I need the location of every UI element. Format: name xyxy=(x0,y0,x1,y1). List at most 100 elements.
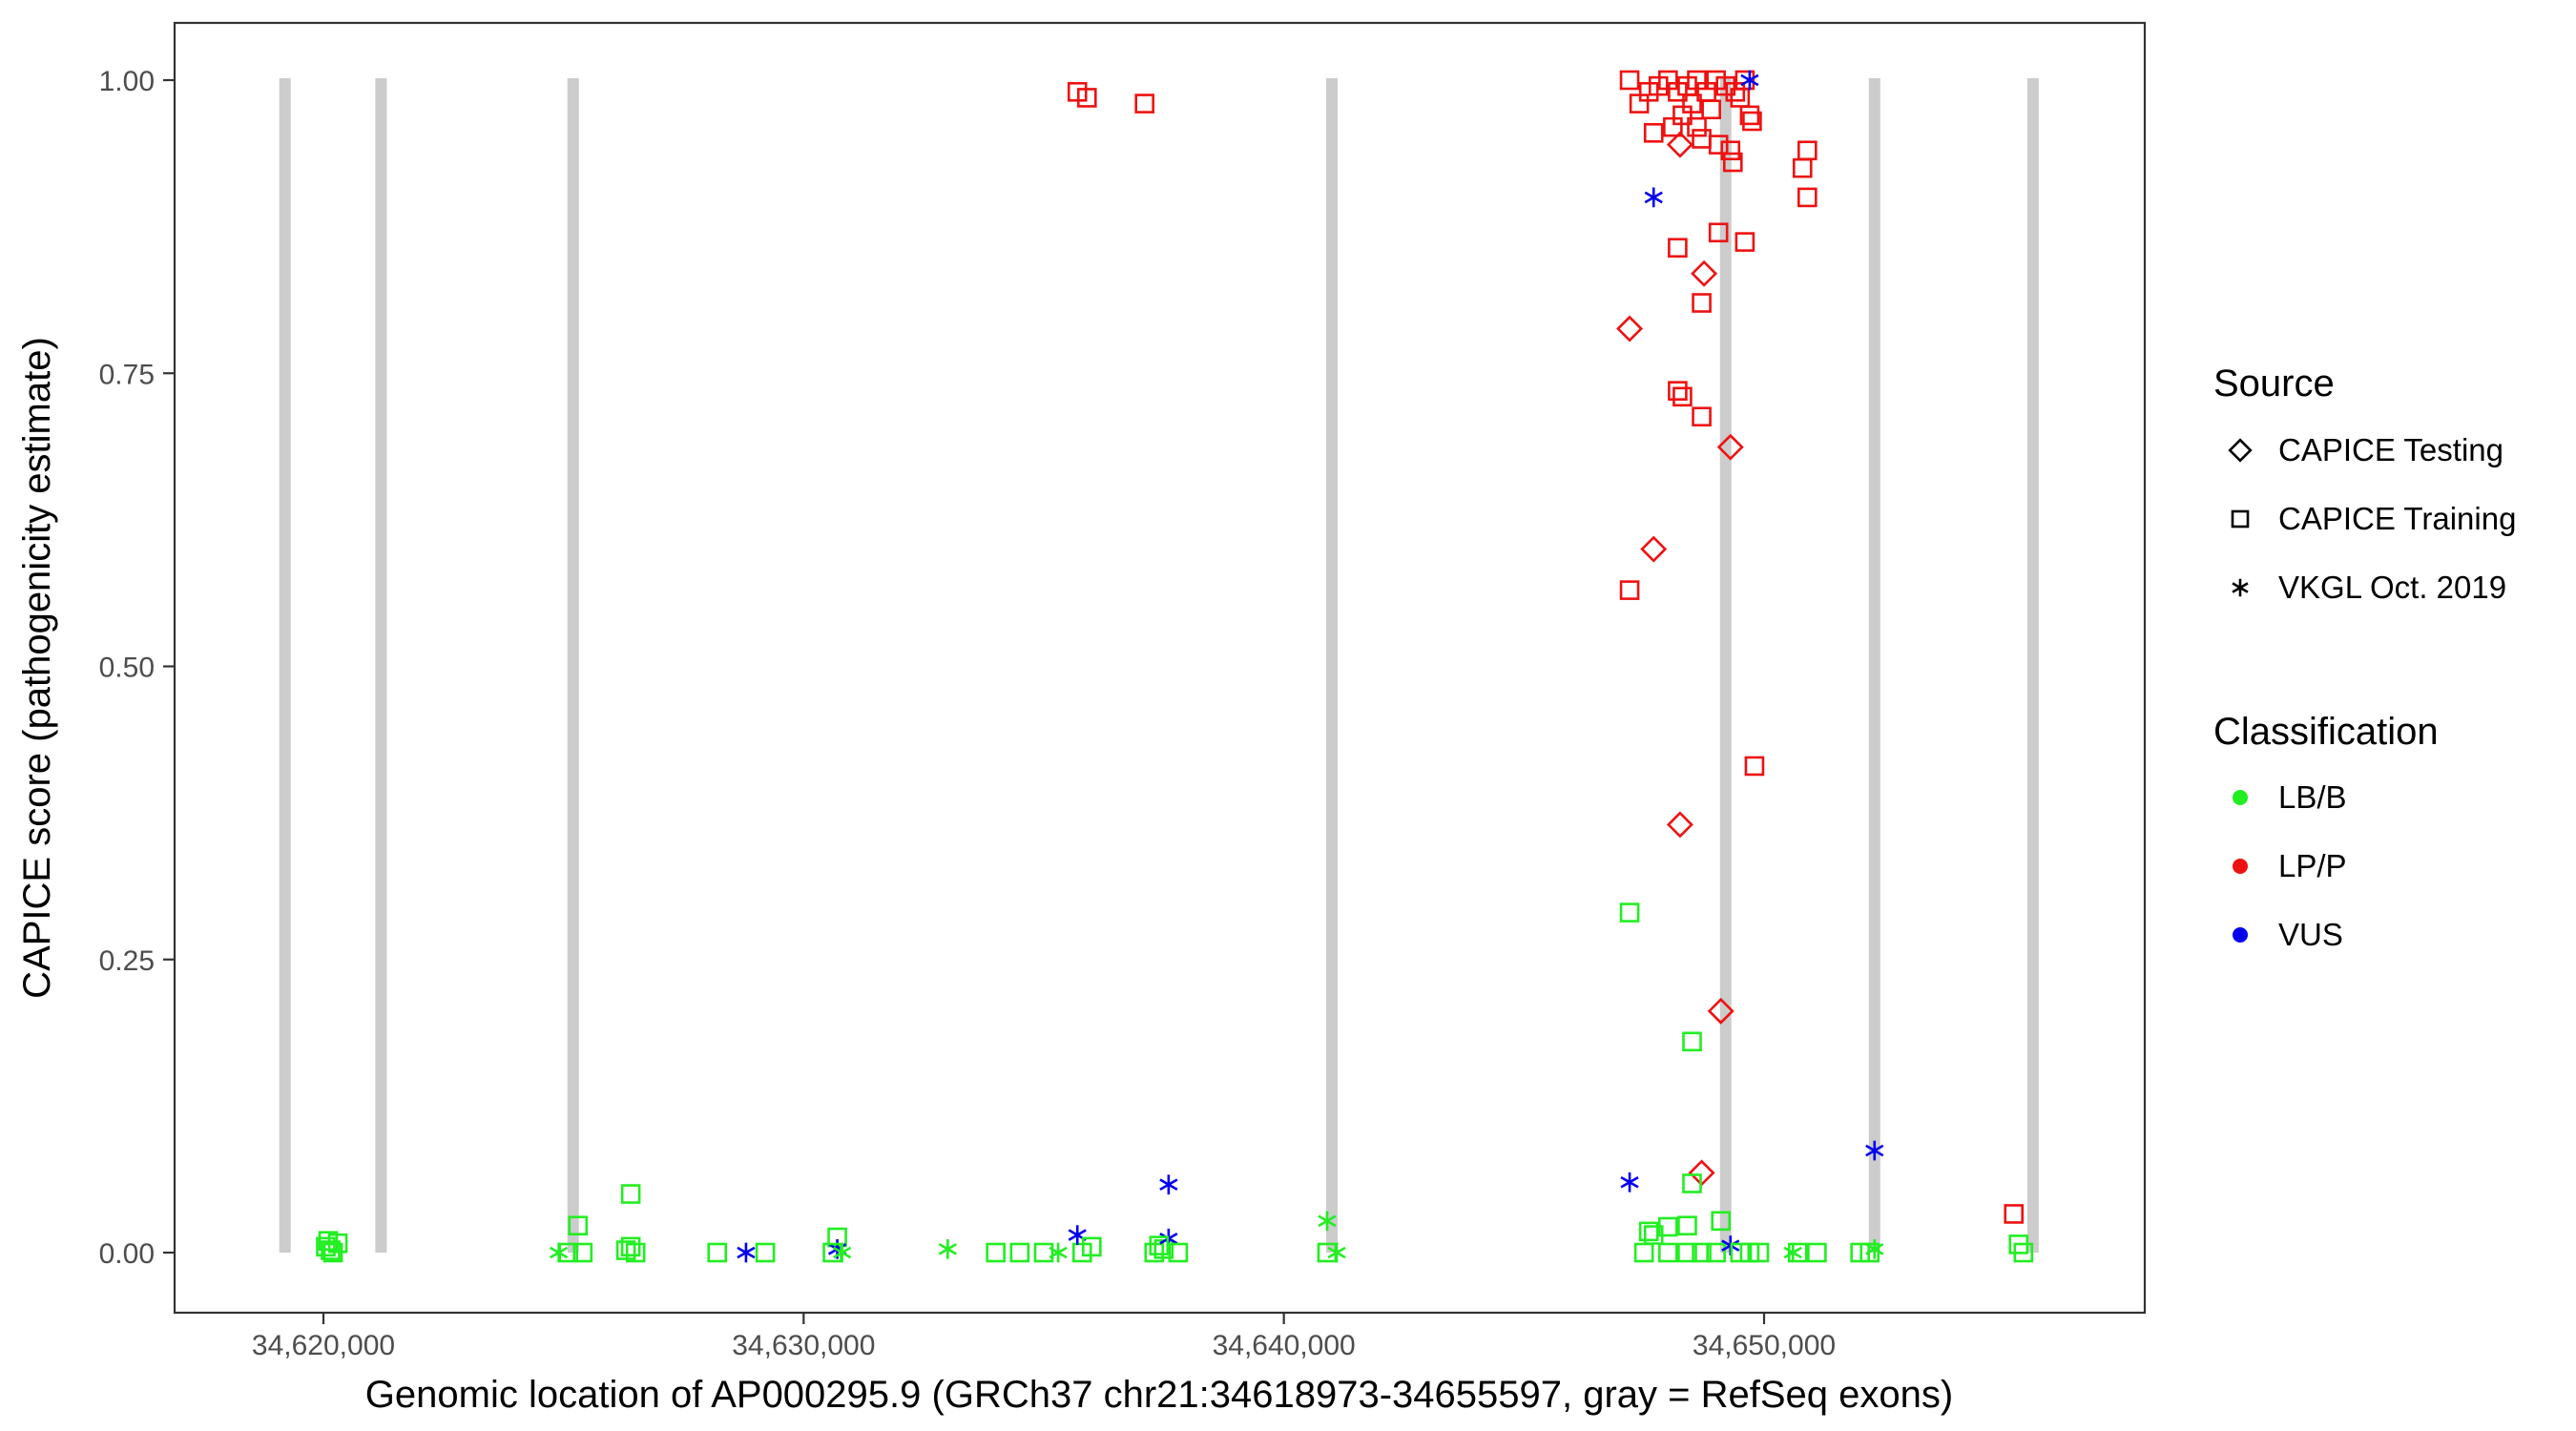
data-point-square xyxy=(1682,1031,1702,1052)
y-tick-label: 0.25 xyxy=(99,945,155,977)
data-point-square xyxy=(615,1240,636,1260)
legend-classification: Classification LB/B LP/P VUS xyxy=(2213,711,2439,952)
x-tick-label: 34,650,000 xyxy=(1693,1330,1836,1361)
x-tick-label: 34,640,000 xyxy=(1213,1330,1356,1361)
data-point-diamond xyxy=(1707,997,1735,1025)
data-point-square xyxy=(1633,1242,1654,1263)
data-point-square xyxy=(1009,1242,1030,1263)
plot-panel-background xyxy=(175,23,2145,1313)
data-point-square xyxy=(1708,135,1729,155)
data-point-square xyxy=(1668,238,1688,259)
y-tick-label: 1.00 xyxy=(99,66,155,97)
data-point-square xyxy=(1692,1242,1712,1263)
x-axis: 34,620,000 34,630,000 34,640,000 34,650,000 xyxy=(252,1313,1836,1361)
legend-source-label: CAPICE Training xyxy=(2278,501,2516,536)
data-point-square xyxy=(1672,105,1693,126)
data-point-diamond xyxy=(1666,131,1693,158)
y-tick-label: 0.75 xyxy=(99,359,155,390)
data-point-square xyxy=(1687,116,1707,137)
data-point-square xyxy=(1672,386,1693,407)
data-point-square xyxy=(1744,756,1765,777)
data-point-asterisk xyxy=(1159,1174,1178,1195)
legend-classification-title: Classification xyxy=(2213,711,2439,753)
exon-bar xyxy=(1868,78,1880,1253)
data-point-square xyxy=(1677,1242,1697,1263)
data-point-asterisk xyxy=(1783,1242,1802,1263)
data-point-square xyxy=(1682,1173,1702,1193)
data-point-square xyxy=(1720,140,1741,161)
data-point-square xyxy=(1077,88,1097,108)
legend-key-dot-icon xyxy=(2233,927,2248,943)
y-tick-label: 0.00 xyxy=(99,1238,155,1270)
data-point-square xyxy=(707,1242,728,1263)
data-point-square xyxy=(1749,1242,1770,1263)
x-tick-label: 34,630,000 xyxy=(732,1330,875,1361)
data-point-square xyxy=(1722,152,1743,173)
data-point-asterisk xyxy=(1620,1172,1639,1192)
exon-bar xyxy=(2026,78,2039,1253)
legend-classification-label: VUS xyxy=(2278,917,2343,952)
data-point-square xyxy=(1668,381,1688,401)
data-point-square xyxy=(1739,105,1760,126)
data-point-square xyxy=(2013,1242,2034,1263)
data-point-square xyxy=(1706,1242,1726,1263)
legend-source-label: VKGL Oct. 2019 xyxy=(2278,570,2506,605)
data-point-square xyxy=(1658,1242,1678,1263)
data-point-asterisk xyxy=(737,1242,756,1263)
exon-bar xyxy=(279,78,291,1253)
data-point-square xyxy=(316,1236,336,1257)
data-point-square xyxy=(822,1242,842,1263)
legend-key-dot-icon xyxy=(2233,859,2248,874)
data-point-diamond xyxy=(1616,315,1644,342)
data-point-asterisk xyxy=(1740,70,1759,91)
data-point-square xyxy=(1692,406,1712,427)
data-point-square xyxy=(1619,902,1640,923)
data-point-square xyxy=(1168,1242,1189,1263)
y-axis-title: CAPICE score (pathogenicity estimate) xyxy=(16,337,58,999)
data-point-square xyxy=(1033,1242,1054,1263)
data-point-square xyxy=(1677,1215,1697,1236)
data-point-square xyxy=(620,1236,641,1257)
data-point-square xyxy=(755,1242,776,1263)
exon-bars xyxy=(279,78,2039,1253)
data-point-square xyxy=(1787,1242,1808,1263)
data-point-asterisk xyxy=(1318,1211,1337,1232)
data-point-square xyxy=(1742,111,1762,132)
legend-source-label: CAPICE Testing xyxy=(2278,432,2503,467)
data-point-asterisk xyxy=(1049,1242,1068,1263)
data-point-square xyxy=(1807,1242,1827,1263)
data-point-square xyxy=(986,1242,1006,1263)
data-point-square xyxy=(1638,1221,1659,1242)
data-point-asterisk xyxy=(1644,187,1663,208)
data-point-square xyxy=(1797,187,1818,208)
data-point-square xyxy=(1619,580,1640,600)
legend-source-title: Source xyxy=(2213,363,2335,404)
data-point-square xyxy=(1149,1235,1170,1255)
data-point-square xyxy=(1792,157,1813,178)
data-point-asterisk xyxy=(938,1238,957,1259)
data-point-asterisk xyxy=(1865,1238,1884,1259)
legend-classification-label: LB/B xyxy=(2278,779,2347,815)
data-point-square xyxy=(1134,93,1154,114)
data-point-square xyxy=(1082,1236,1102,1257)
data-point-asterisk xyxy=(1865,1140,1884,1161)
data-point-diamond xyxy=(1691,259,1718,287)
y-axis: 0.00 0.25 0.50 0.75 1.00 xyxy=(99,66,175,1270)
data-point-square xyxy=(1701,99,1721,120)
data-point-square xyxy=(1735,232,1755,252)
exon-bar xyxy=(567,78,579,1253)
data-point-square xyxy=(558,1242,579,1263)
data-point-diamond xyxy=(1716,433,1744,461)
data-point-square xyxy=(1643,123,1664,143)
data-point-square xyxy=(1708,222,1729,243)
y-tick-label: 0.50 xyxy=(99,653,155,684)
data-point-square xyxy=(1619,70,1640,91)
legend-source: Source CAPICE Testing CAPICE Training VKGL… xyxy=(2213,363,2516,605)
data-point-diamond xyxy=(1640,535,1668,563)
x-tick-label: 34,620,000 xyxy=(252,1330,395,1361)
data-point-square xyxy=(1711,1211,1731,1232)
legend-classification-label: LP/P xyxy=(2278,848,2347,883)
data-point-square xyxy=(321,1240,341,1260)
data-point-asterisk xyxy=(1327,1242,1346,1263)
